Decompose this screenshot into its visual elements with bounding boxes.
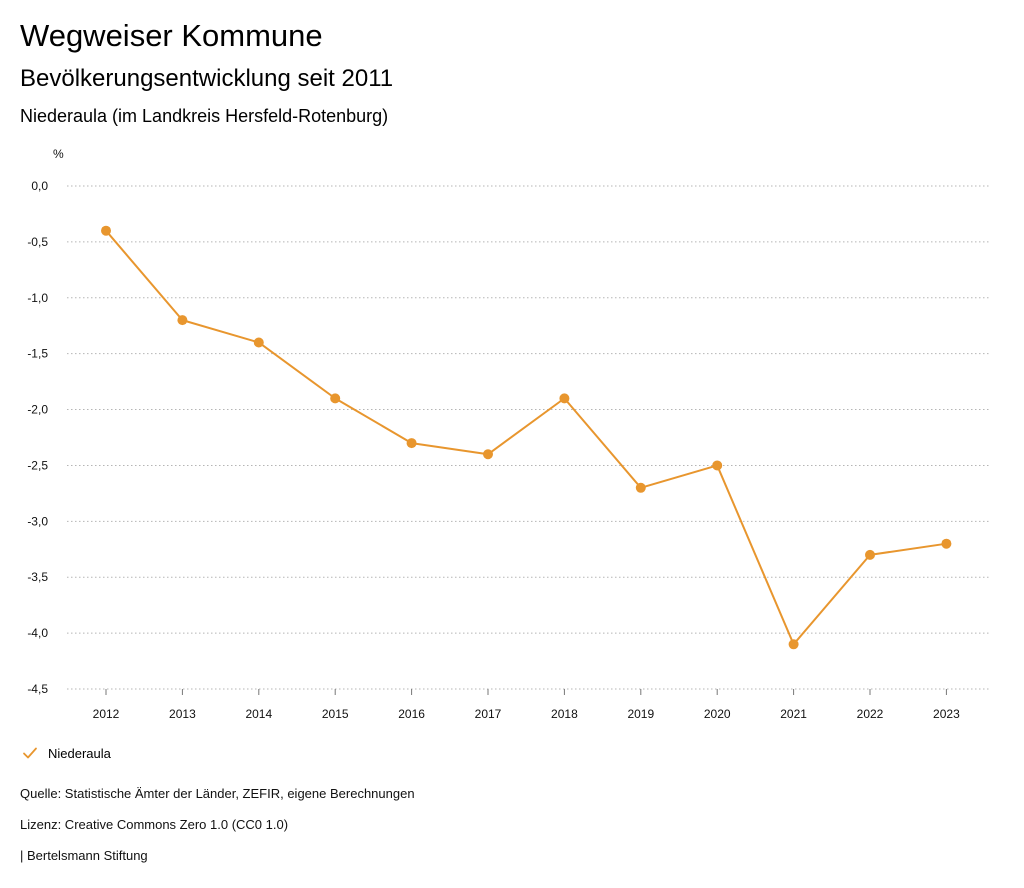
y-tick-label: -2,5 [27, 458, 48, 472]
data-point-2022[interactable] [865, 549, 875, 560]
legend-item-niederaula[interactable]: Niederaula [22, 745, 111, 761]
checkmark-icon [23, 747, 37, 759]
y-tick-label: 0,0 [31, 179, 48, 193]
y-tick-label: -4,5 [27, 682, 48, 696]
y-tick-label: -3,5 [27, 570, 48, 584]
grid-lines [67, 185, 990, 690]
x-tick-label: 2015 [322, 707, 349, 721]
x-tick-label: 2016 [398, 707, 425, 721]
x-tick-label: 2023 [933, 707, 960, 721]
region-label: Niederaula (im Landkreis Hersfeld-Rotenb… [20, 106, 389, 126]
x-tick-label: 2012 [93, 707, 120, 721]
data-point-2015[interactable] [330, 393, 341, 404]
x-tick-label: 2020 [704, 707, 731, 721]
data-point-2013[interactable] [177, 315, 188, 326]
y-tick-label: -2,0 [27, 403, 48, 417]
chart-subtitle: Bevölkerungsentwicklung seit 2011 [20, 65, 394, 92]
x-tick-label: 2013 [169, 707, 196, 721]
x-tick-label: 2019 [627, 707, 654, 721]
data-point-2021[interactable] [788, 639, 799, 650]
x-tick-label: 2017 [475, 707, 502, 721]
x-tick-label: 2021 [780, 707, 807, 721]
data-point-2023[interactable] [941, 538, 952, 549]
series-niederaula [101, 225, 952, 650]
license-note: Lizenz: Creative Commons Zero 1.0 (CC0 1… [20, 817, 289, 832]
y-tick-label: -1,5 [27, 347, 48, 361]
data-point-2019[interactable] [635, 482, 646, 493]
data-point-2020[interactable] [712, 460, 723, 471]
y-tick-label: -3,0 [27, 514, 48, 528]
series-line-niederaula [105, 230, 947, 646]
axes: % 0,0 -0,5 -1,0 -1,5 -2,0 -2,5 -3,0 -3,5 -4,0 -4,5… [27, 147, 960, 721]
x-tick-label: 2014 [245, 707, 272, 721]
y-tick-label: -4,0 [27, 626, 48, 640]
data-point-2018[interactable] [559, 393, 570, 404]
data-point-2016[interactable] [406, 438, 417, 449]
data-point-2017[interactable] [483, 449, 493, 460]
x-tick-label: 2018 [551, 707, 578, 721]
legend-label: Niederaula [48, 745, 111, 761]
data-point-2012[interactable] [101, 225, 111, 236]
x-tick-label: 2022 [857, 707, 884, 721]
line-chart: % 0,0 -0,5 -1,0 -1,5 -2,0 -2,5 -3,0 -3,5 -4,0 -4,5… [27, 147, 990, 721]
brand-note: | Bertelsmann Stiftung [20, 848, 148, 863]
y-tick-label: -0,5 [27, 235, 48, 249]
y-axis-unit: % [53, 147, 64, 161]
y-tick-label: -1,0 [27, 291, 48, 305]
data-point-2014[interactable] [253, 337, 264, 348]
page-title: Wegweiser Kommune [20, 18, 323, 53]
source-note: Quelle: Statistische Ämter der Länder, Z… [20, 786, 415, 801]
